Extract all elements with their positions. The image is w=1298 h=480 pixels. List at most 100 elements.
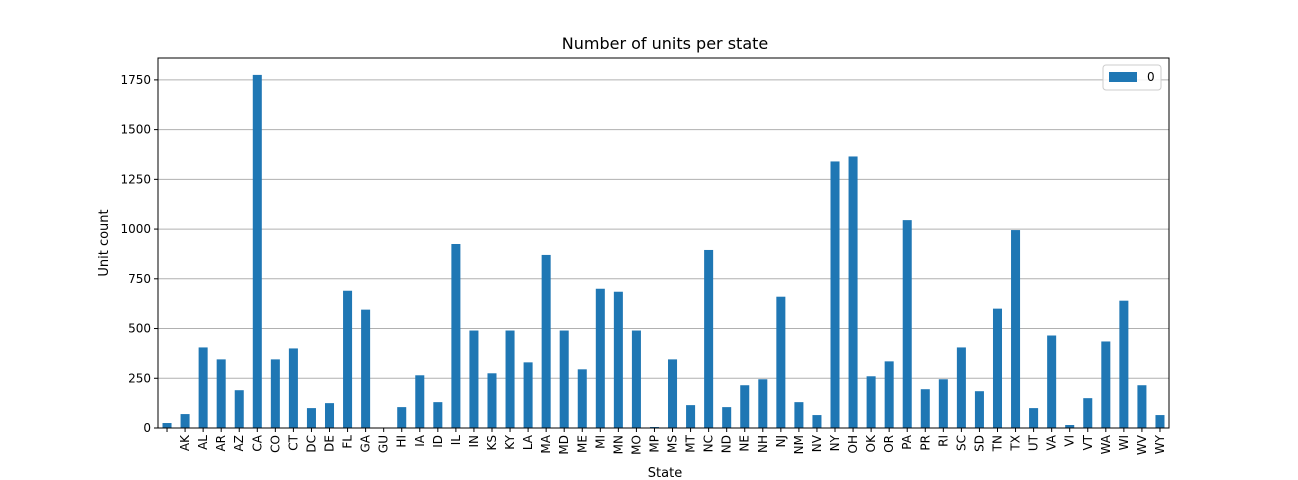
x-tick-label: WY (1153, 434, 1167, 454)
x-tick-label: IN (467, 435, 481, 448)
bar-ID (433, 402, 443, 428)
y-tick-label: 1750 (120, 73, 151, 87)
x-tick-label: AR (214, 435, 228, 452)
x-tick-label: CO (268, 435, 282, 453)
x-tick-label: NY (828, 434, 842, 451)
plot-frame (157, 57, 1170, 429)
x-tick-label: GA (359, 434, 373, 452)
bar-NY (830, 161, 840, 428)
bar-AK (180, 414, 190, 428)
bar-CO (270, 359, 280, 428)
x-tick-label: MD (557, 435, 571, 455)
y-tick-label: 500 (128, 322, 151, 336)
x-tick-label: GU (377, 435, 391, 453)
x-tick-label: SD (972, 435, 986, 452)
legend-swatch (1109, 72, 1137, 82)
x-tick-label: TX (1009, 435, 1023, 452)
bar-IA (415, 375, 425, 428)
x-tick-label: MA (539, 434, 553, 453)
bar-WI (1119, 300, 1129, 428)
y-tick-label: 1000 (120, 222, 151, 236)
x-tick-label: OR (882, 435, 896, 453)
y-tick-label: 250 (128, 371, 151, 385)
x-tick-label: MS (666, 435, 680, 453)
x-tick-label: MT (684, 434, 698, 452)
bar-NV (812, 415, 822, 428)
bar-UT (1029, 408, 1039, 428)
x-tick-label: NM (792, 435, 806, 454)
bar-blank (162, 423, 172, 428)
bar-DC (306, 408, 316, 428)
bar-PA (902, 220, 912, 428)
x-tick-label: MN (611, 435, 625, 454)
bar-TX (1011, 230, 1021, 428)
bar-MA (541, 254, 551, 428)
y-tick-label: 1250 (120, 172, 151, 186)
bar-SC (956, 347, 966, 428)
bar-NM (794, 402, 804, 428)
x-tick-label: UT (1027, 434, 1041, 451)
y-tick-label: 0 (143, 421, 151, 435)
y-tick-label: 750 (128, 272, 151, 286)
x-tick-label: IA (413, 434, 427, 447)
x-tick-label: ND (720, 435, 734, 453)
bar-NC (704, 249, 714, 428)
bar-GA (361, 309, 371, 428)
x-tick-label: WA (1099, 434, 1113, 454)
bar-WA (1101, 341, 1111, 428)
x-tick-label: MI (593, 435, 607, 449)
x-tick-label: TN (990, 435, 1004, 452)
bar-HI (397, 407, 407, 428)
x-tick-label: VA (1045, 434, 1059, 450)
bar-WY (1155, 415, 1165, 428)
bars (162, 74, 1165, 428)
bar-AZ (234, 390, 244, 428)
x-tick-label: ME (575, 435, 589, 453)
x-tick-label: KY (503, 434, 517, 449)
bar-VA (1047, 335, 1057, 428)
x-tick-label: NE (738, 435, 752, 452)
x-tick-label: VT (1081, 434, 1095, 450)
x-tick-label: SC (954, 435, 968, 451)
x-tick-label: RI (936, 435, 950, 447)
y-axis-label: Unit count (97, 209, 112, 276)
x-tick-label: MO (629, 435, 643, 455)
x-tick-label: CA (250, 434, 264, 451)
bar-ME (577, 369, 587, 428)
x-tick-label: KS (485, 435, 499, 451)
x-tick-label: WI (1117, 435, 1131, 450)
chart-title: Number of units per state (562, 34, 768, 53)
bar-OH (848, 156, 858, 428)
x-tick-label: NH (756, 435, 770, 453)
x-tick-label: PR (918, 435, 932, 451)
x-tick-label: AK (178, 434, 192, 451)
y-tick-label: 1500 (120, 123, 151, 137)
bar-SD (974, 391, 984, 428)
x-tick-label: WV (1135, 434, 1149, 455)
x-tick-label: NV (810, 434, 824, 452)
x-axis-label: State (648, 466, 682, 480)
bar-MO (631, 330, 641, 428)
bar-KS (487, 373, 497, 428)
x-tick-label: MP (647, 435, 661, 453)
x-tick-label: VI (1063, 435, 1077, 447)
bar-MT (686, 405, 696, 428)
grid-lines (158, 79, 1169, 429)
x-tick-label: PA (900, 434, 914, 449)
x-tick-label: DE (323, 435, 337, 452)
x-tick-label: NC (702, 435, 716, 452)
legend: 0 (1102, 64, 1162, 91)
bar-VI (1065, 425, 1075, 428)
x-tick-label: OK (864, 434, 878, 452)
x-tick-label: ID (431, 435, 445, 448)
x-tick-label: AZ (232, 435, 246, 451)
x-tick-label: FL (341, 435, 355, 449)
x-tick-label: AL (196, 435, 210, 450)
bar-VT (1083, 398, 1093, 428)
bar-MD (559, 330, 569, 428)
bar-NJ (776, 296, 786, 428)
bar-NH (758, 379, 768, 428)
x-tick-label: OH (846, 435, 860, 453)
legend-label: 0 (1147, 70, 1155, 84)
